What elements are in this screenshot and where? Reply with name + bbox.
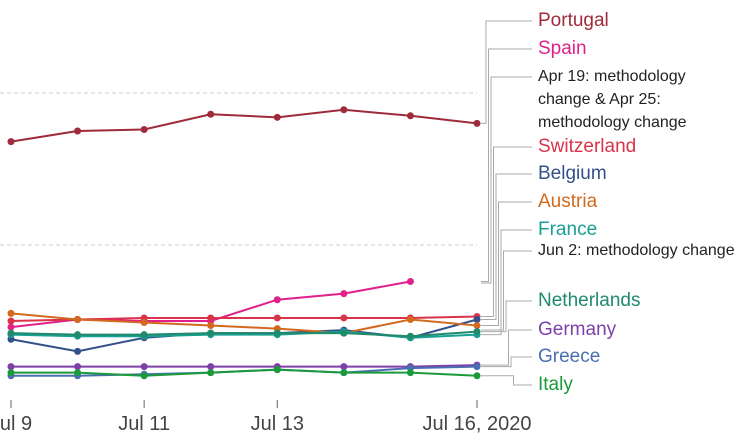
data-point bbox=[273, 296, 281, 304]
data-point bbox=[340, 363, 348, 371]
data-point bbox=[273, 113, 281, 121]
data-point bbox=[473, 372, 481, 380]
connector bbox=[481, 146, 532, 317]
data-point bbox=[207, 369, 215, 377]
x-tick-label: Jul 9 bbox=[0, 413, 32, 435]
connector bbox=[481, 173, 532, 320]
x-tick-label: Jul 13 bbox=[251, 413, 304, 435]
data-point bbox=[7, 329, 15, 337]
data-point bbox=[74, 363, 82, 371]
data-point bbox=[340, 314, 348, 322]
data-point bbox=[140, 331, 148, 339]
data-point bbox=[7, 369, 15, 377]
connector bbox=[481, 250, 532, 331]
series-line bbox=[10, 330, 478, 338]
data-point bbox=[406, 369, 414, 377]
data-point bbox=[7, 309, 15, 317]
series-line bbox=[11, 368, 478, 377]
series-line bbox=[10, 330, 478, 339]
data-point bbox=[207, 322, 215, 330]
data-point bbox=[406, 112, 414, 120]
data-point bbox=[74, 331, 82, 339]
legend-label: Portugal bbox=[538, 10, 609, 31]
data-point bbox=[406, 332, 414, 340]
data-point bbox=[473, 363, 481, 371]
data-point bbox=[406, 277, 414, 285]
legend-label: France bbox=[538, 219, 598, 240]
data-point bbox=[207, 314, 215, 322]
legend-label: Italy bbox=[538, 374, 573, 395]
connector bbox=[481, 201, 532, 327]
data-point bbox=[7, 138, 15, 146]
x-tick-label: Jul 16, 2020 bbox=[423, 413, 532, 435]
data-point bbox=[473, 322, 481, 330]
connector bbox=[481, 329, 532, 366]
legend-label: Netherlands bbox=[538, 290, 641, 311]
data-point bbox=[140, 372, 148, 380]
connector bbox=[481, 48, 532, 282]
data-point bbox=[473, 328, 481, 336]
connector bbox=[481, 229, 532, 336]
annotation: Apr 19: methodology change & Apr 25: met… bbox=[538, 68, 687, 131]
data-point bbox=[340, 369, 348, 377]
legend-label: Spain bbox=[538, 38, 587, 59]
connector bbox=[481, 20, 532, 124]
legend-label: Greece bbox=[538, 346, 601, 367]
annotation: Jun 2: methodology change bbox=[538, 242, 735, 259]
series-line bbox=[10, 108, 478, 143]
legend-label: Germany bbox=[538, 319, 617, 340]
data-point bbox=[74, 315, 82, 323]
connector bbox=[481, 76, 532, 284]
connector bbox=[481, 300, 532, 333]
legend-label: Austria bbox=[538, 191, 598, 212]
connector bbox=[481, 356, 532, 368]
legend-label: Belgium bbox=[538, 163, 607, 184]
data-point bbox=[273, 366, 281, 374]
data-point bbox=[273, 329, 281, 337]
data-point bbox=[273, 314, 281, 322]
series-line bbox=[11, 364, 478, 368]
x-tick-label: Jul 11 bbox=[118, 413, 170, 435]
series-line bbox=[10, 312, 478, 335]
data-point bbox=[7, 317, 15, 325]
data-point bbox=[7, 363, 15, 371]
data-point bbox=[140, 125, 148, 133]
data-point bbox=[140, 363, 148, 371]
data-point bbox=[74, 369, 82, 377]
data-point bbox=[74, 347, 82, 355]
data-point bbox=[473, 119, 481, 127]
data-point bbox=[207, 363, 215, 371]
data-point bbox=[340, 106, 348, 114]
data-point bbox=[207, 329, 215, 337]
data-point bbox=[340, 290, 348, 298]
data-point bbox=[406, 315, 414, 323]
data-point bbox=[140, 319, 148, 327]
legend-label: Switzerland bbox=[538, 136, 637, 157]
data-point bbox=[207, 110, 215, 118]
data-point bbox=[473, 315, 481, 323]
connector bbox=[481, 375, 532, 386]
data-point bbox=[340, 329, 348, 337]
data-point bbox=[7, 323, 15, 331]
data-point bbox=[74, 127, 82, 135]
